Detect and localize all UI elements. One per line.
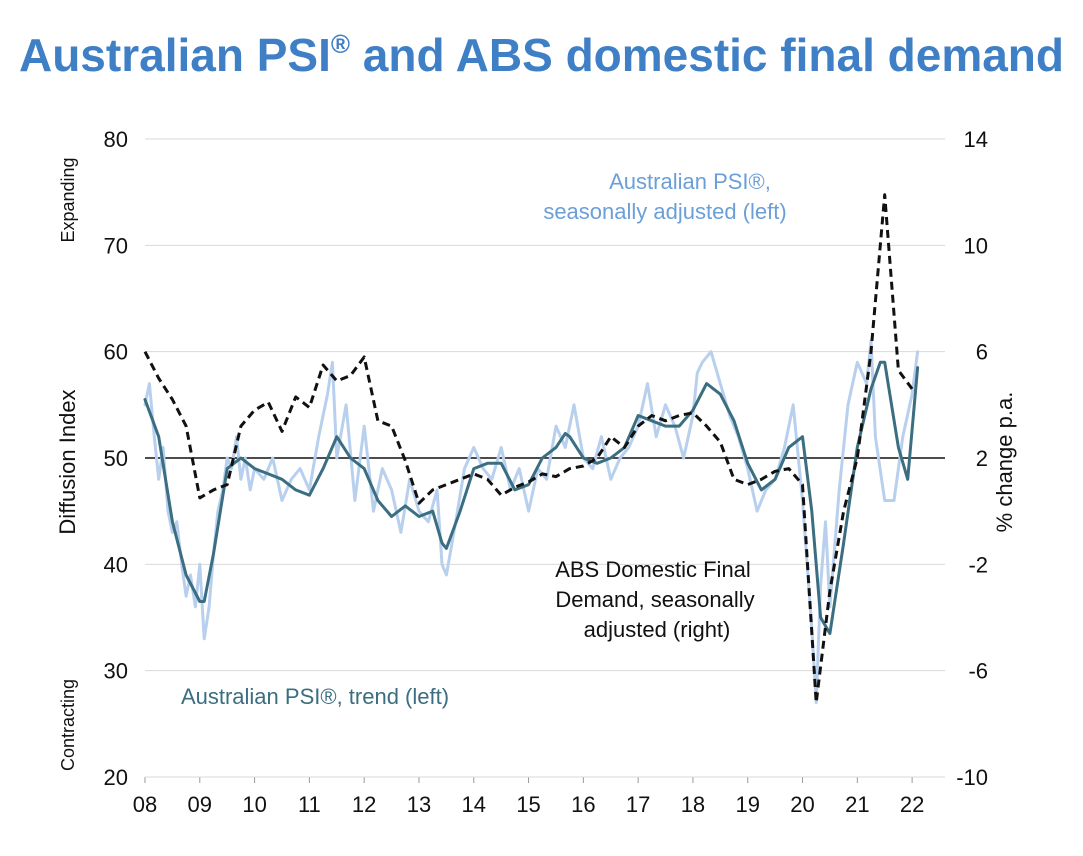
x-tick-label: 09 [188, 792, 212, 817]
y-left-tick-label: 30 [104, 659, 128, 684]
contracting-label: Contracting [58, 679, 78, 771]
chart-title-registered-mark: ® [330, 29, 351, 59]
y-right-tick-label: 2 [976, 446, 988, 471]
x-tick-label: 14 [462, 792, 486, 817]
x-tick-label: 10 [242, 792, 266, 817]
annotation-dfd-line2: Demand, seasonally [555, 587, 754, 612]
series-group [143, 193, 920, 705]
x-tick-label: 16 [571, 792, 595, 817]
y-right-tick-label: 10 [964, 233, 988, 258]
series-line-abs-domestic-final-demand [143, 193, 914, 705]
x-tick-label: 22 [900, 792, 924, 817]
series-line-psi-trend [143, 360, 920, 635]
y-right-tick-label: -2 [968, 552, 988, 577]
y-left-tick-label: 20 [104, 765, 128, 790]
chart-title-rest: and ABS domestic final demand [350, 29, 1064, 81]
annotation-dfd-line1: ABS Domestic Final [555, 557, 751, 582]
tick-labels: 20 30 40 50 60 70 80 -10 -6 -2 2 6 10 14 08 09 10 11 12 13 1… [104, 127, 988, 817]
y-right-tick-label: -6 [968, 659, 988, 684]
x-tick-label: 11 [298, 792, 321, 817]
y-left-tick-label: 60 [104, 340, 128, 365]
y-right-tick-label: 6 [976, 340, 988, 365]
y-left-tick-label: 70 [104, 233, 128, 258]
y-left-tick-label: 40 [104, 552, 128, 577]
chart-title: Australian PSI® and ABS domestic final d… [0, 28, 1083, 82]
gridlines [144, 138, 945, 783]
x-tick-label: 18 [681, 792, 705, 817]
x-tick-label: 21 [845, 792, 869, 817]
x-tick-label: 13 [407, 792, 431, 817]
y-right-tick-label: 14 [964, 127, 988, 152]
x-tick-label: 08 [133, 792, 157, 817]
y-right-tick-label: -10 [956, 765, 988, 790]
series-line-psi-seasonally-adjusted [143, 339, 920, 705]
x-tick-label: 12 [352, 792, 376, 817]
annotation-sa-line1: Australian PSI®, [609, 169, 771, 194]
x-tick-label: 19 [735, 792, 759, 817]
y-axis-right-title: % change p.a. [992, 392, 1017, 533]
annotation-trend: Australian PSI®, trend (left) [181, 684, 449, 709]
y-left-tick-label: 50 [104, 446, 128, 471]
y-left-tick-label: 80 [104, 127, 128, 152]
chart-title-main: Australian PSI [18, 29, 331, 81]
x-tick-label: 15 [516, 792, 540, 817]
annotation-sa-line2: seasonally adjusted (left) [543, 199, 786, 224]
expanding-label: Expanding [58, 157, 78, 242]
y-axis-left-title: Diffusion Index [55, 389, 80, 534]
x-tick-label: 20 [790, 792, 814, 817]
x-tick-label: 17 [626, 792, 650, 817]
annotation-dfd-line3: adjusted (right) [584, 617, 731, 642]
